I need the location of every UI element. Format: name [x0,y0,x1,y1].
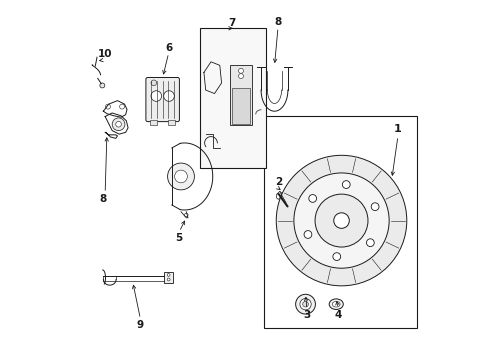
Bar [230,66,251,125]
Bar [164,273,173,283]
Text: 1: 1 [393,124,401,134]
Text: 4: 4 [334,310,341,320]
Circle shape [308,194,316,202]
Text: 2: 2 [275,177,282,187]
Circle shape [112,118,124,131]
FancyBboxPatch shape [145,77,179,122]
Circle shape [105,104,110,109]
Bar [150,120,157,125]
Circle shape [120,104,124,109]
Circle shape [238,74,243,78]
Circle shape [314,194,367,247]
Circle shape [276,155,406,286]
Text: 3: 3 [303,310,310,320]
Circle shape [366,239,373,247]
Circle shape [167,278,170,281]
Ellipse shape [328,299,343,310]
Circle shape [184,213,188,217]
Circle shape [174,170,187,183]
Text: 9: 9 [137,320,143,330]
Circle shape [238,68,243,73]
Bar [200,28,265,168]
Text: 10: 10 [98,49,112,59]
Text: 7: 7 [228,18,235,28]
Circle shape [163,91,174,101]
Circle shape [332,253,340,261]
Circle shape [370,203,378,211]
Text: 8: 8 [100,194,107,204]
Circle shape [299,298,310,310]
Ellipse shape [332,301,340,307]
Circle shape [100,83,104,88]
Circle shape [342,181,349,188]
Circle shape [151,80,156,86]
Bar [232,87,249,123]
Circle shape [167,274,170,276]
Bar [167,120,175,125]
Circle shape [295,294,315,314]
Circle shape [333,213,348,228]
Circle shape [293,173,388,268]
Circle shape [151,91,161,101]
Bar [264,117,417,328]
Circle shape [302,301,308,307]
Text: 6: 6 [164,43,172,53]
Text: 5: 5 [175,233,183,243]
Circle shape [304,231,311,238]
Text: 8: 8 [274,17,281,27]
Circle shape [167,163,194,190]
Circle shape [116,121,121,127]
